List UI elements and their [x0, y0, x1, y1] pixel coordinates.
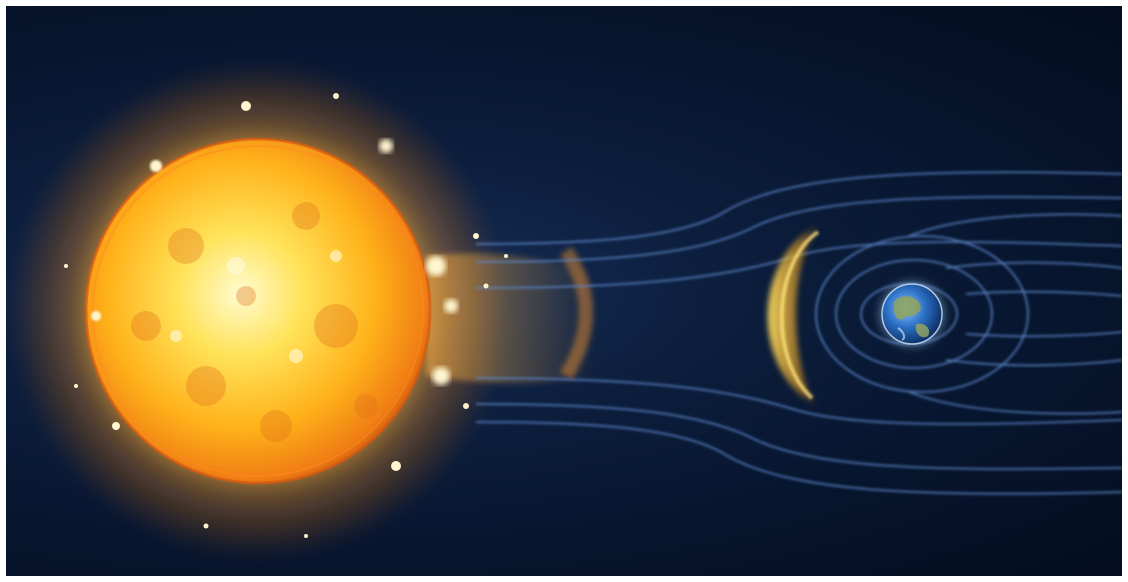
bow-shock — [767, 224, 821, 406]
sun-earth-illustration — [8, 61, 1122, 561]
sun — [84, 137, 432, 485]
magnetic-field-lines — [475, 171, 1122, 495]
solar-wind — [426, 247, 596, 384]
space-scene — [6, 6, 1122, 576]
solar-flares — [64, 93, 508, 538]
earth — [874, 276, 950, 352]
